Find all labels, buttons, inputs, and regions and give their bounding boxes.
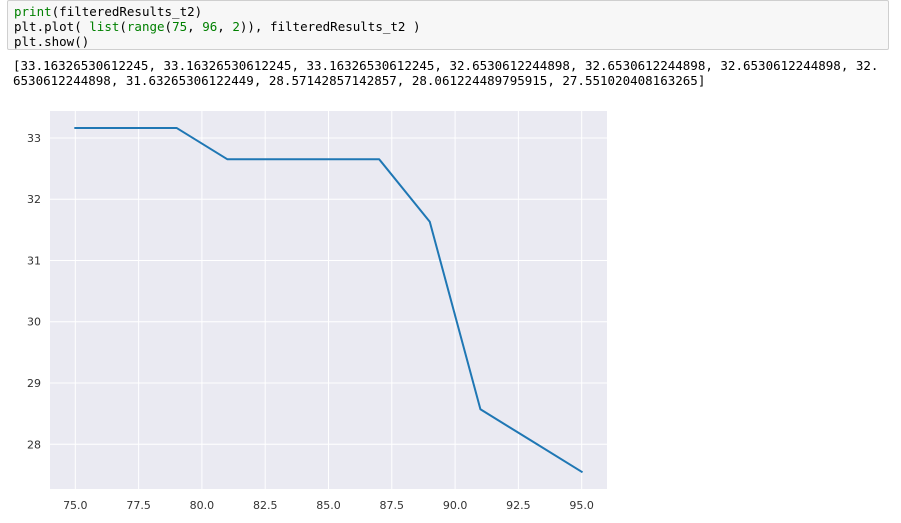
output-line: [33.16326530612245, 33.16326530612245, 3… (13, 58, 879, 73)
code-token: plt.plot( (14, 19, 90, 34)
x-tick-label: 92.5 (506, 499, 531, 512)
output-text: [33.16326530612245, 33.16326530612245, 3… (13, 58, 893, 88)
x-axis-ticks: 75.0 77.5 80.0 82.5 85.0 87.5 90.0 92.5 95.0 (63, 499, 594, 512)
code-token: , (217, 19, 233, 34)
y-tick-label: 29 (27, 377, 41, 390)
code-line: plt.plot( list(range(75, 96, 2)), filter… (14, 19, 882, 34)
code-token: ( (164, 19, 173, 34)
x-tick-label: 77.5 (126, 499, 151, 512)
x-tick-label: 85.0 (316, 499, 341, 512)
code-token: plt.show() (14, 34, 90, 49)
code-token: 75 (172, 19, 188, 34)
x-tick-label: 87.5 (380, 499, 405, 512)
y-axis-ticks: 28 29 30 31 32 33 (27, 132, 41, 451)
code-line: print(filteredResults_t2) (14, 4, 882, 19)
code-token: ( (119, 19, 127, 34)
code-token: 96 (202, 19, 218, 34)
output-line: 6530612244898, 31.63265306122449, 28.571… (13, 73, 706, 88)
x-tick-label: 90.0 (443, 499, 468, 512)
code-token: (filteredResults_t2) (51, 4, 203, 19)
code-token: print (14, 4, 52, 19)
x-tick-label: 82.5 (253, 499, 278, 512)
y-tick-label: 33 (27, 132, 41, 145)
y-tick-label: 28 (27, 438, 41, 451)
y-tick-label: 31 (27, 254, 41, 267)
code-token: )), filteredResults_t2 ) (239, 19, 421, 34)
y-tick-label: 30 (27, 316, 41, 329)
grid-lines (50, 111, 607, 489)
series-layer (74, 126, 584, 474)
series-line (74, 126, 584, 474)
x-tick-label: 75.0 (63, 499, 88, 512)
code-cell[interactable]: print(filteredResults_t2) plt.plot( list(… (7, 0, 889, 50)
x-tick-label: 80.0 (190, 499, 215, 512)
line-chart: 75.0 77.5 80.0 82.5 85.0 87.5 90.0 92.5 95.0 282… (27, 111, 607, 512)
x-tick-label: 95.0 (569, 499, 594, 512)
y-tick-label: 32 (27, 193, 41, 206)
code-token: list (89, 19, 120, 34)
code-token: 2 (232, 19, 240, 34)
code-line: plt.show() (14, 34, 882, 49)
code-token: range (126, 19, 165, 34)
code-token: , (187, 19, 203, 34)
